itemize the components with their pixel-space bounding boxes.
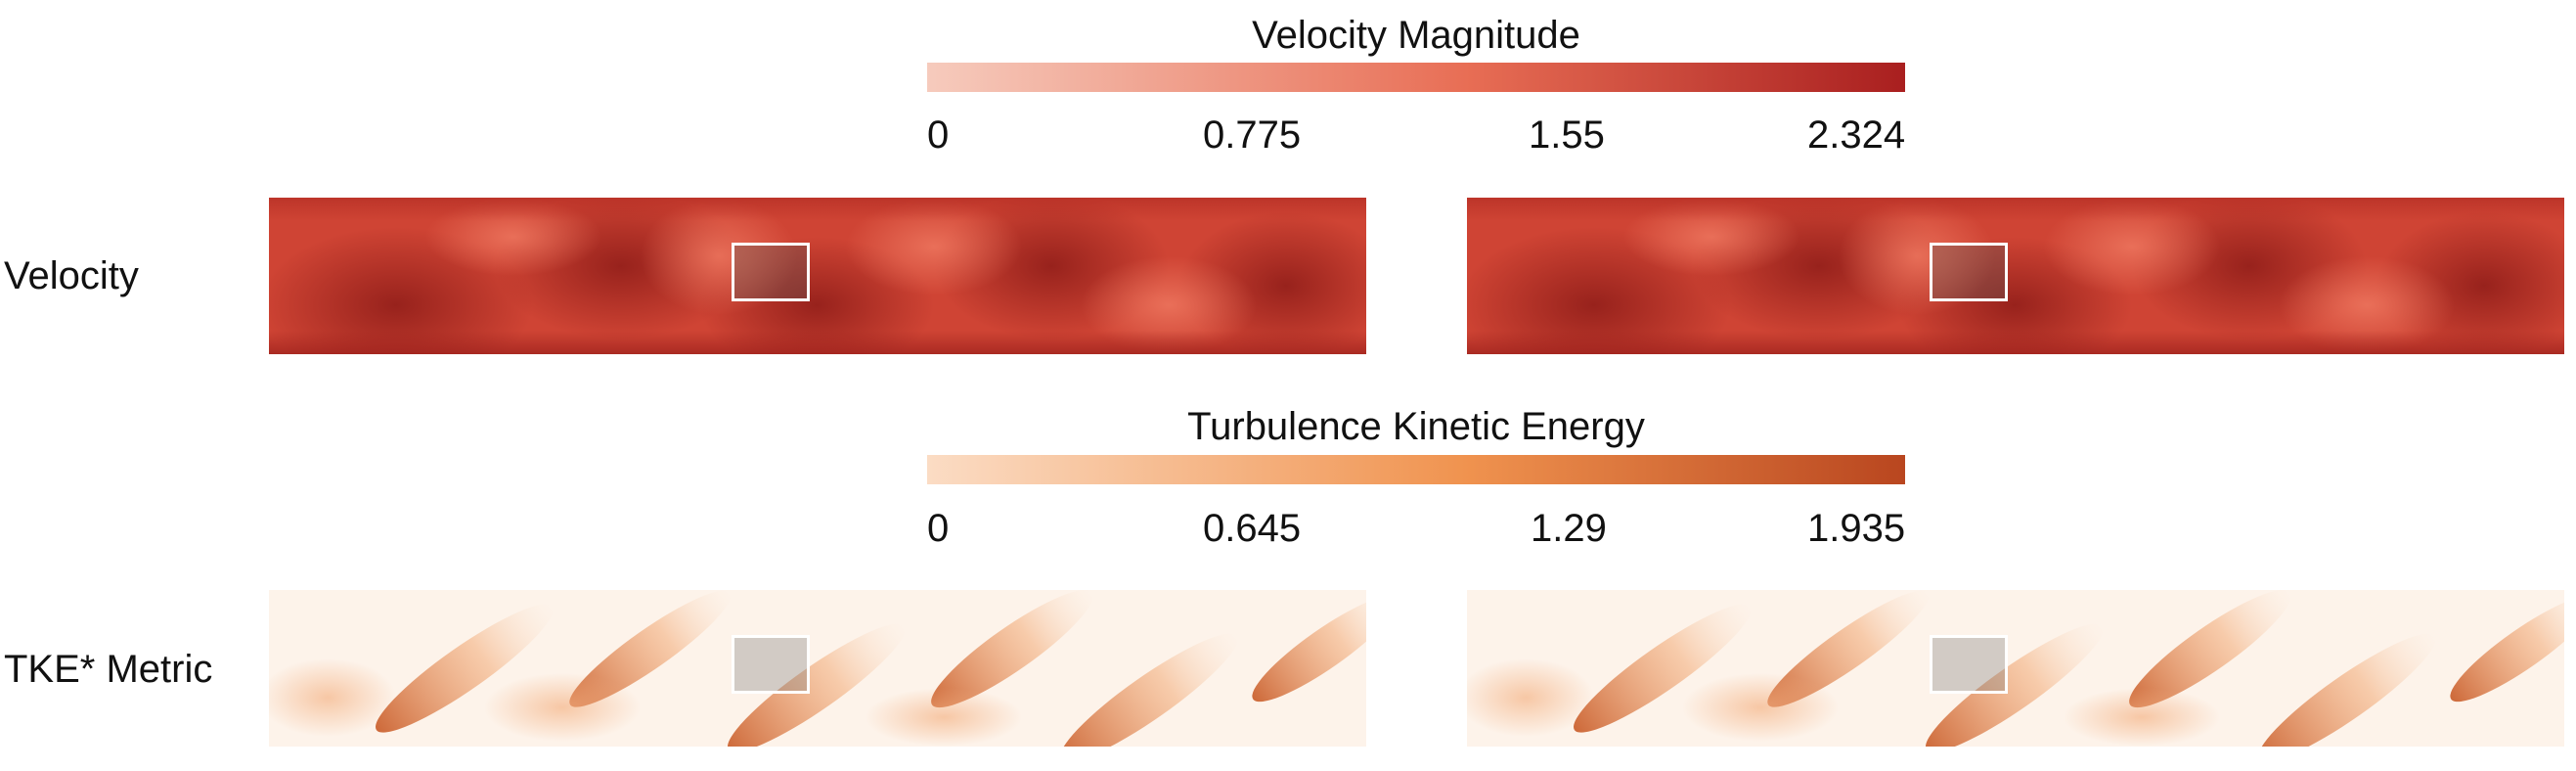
tke-row-label: TKE* Metric	[4, 648, 213, 691]
tke-field-right	[1467, 590, 2564, 747]
velocity-tick-0: 0	[927, 113, 950, 157]
velocity-field-left	[269, 198, 1366, 354]
velocity-colorbar-title: Velocity Magnitude	[1252, 14, 1580, 57]
tke-colorbar	[927, 455, 1905, 484]
velocity-tick-1: 0.775	[1203, 113, 1302, 157]
velocity-field-right	[1467, 198, 2564, 354]
tke-roi-box-left	[732, 635, 810, 694]
velocity-tick-2: 1.55	[1529, 113, 1605, 157]
tke-colorbar-title: Turbulence Kinetic Energy	[1187, 405, 1645, 448]
tke-tick-3: 1.935	[1807, 507, 1906, 550]
tke-tick-1: 0.645	[1203, 507, 1302, 550]
tke-tick-0: 0	[927, 507, 950, 550]
velocity-tick-3: 2.324	[1807, 113, 1906, 157]
velocity-row-label: Velocity	[4, 254, 139, 297]
velocity-colorbar	[927, 63, 1905, 92]
tke-roi-box-right	[1930, 635, 2008, 694]
tke-field-left	[269, 590, 1366, 747]
velocity-roi-box-right	[1930, 243, 2008, 301]
tke-tick-2: 1.29	[1531, 507, 1607, 550]
velocity-roi-box-left	[732, 243, 810, 301]
